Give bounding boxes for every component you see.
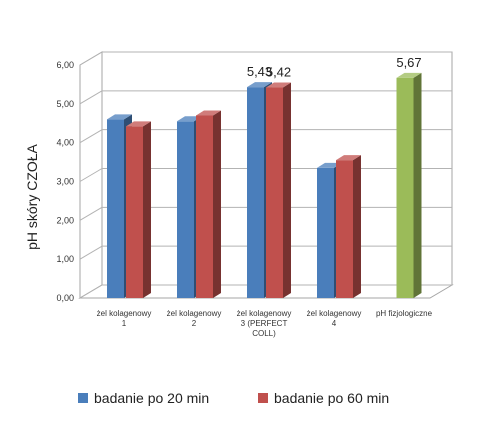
legend-label: badanie po 60 min <box>274 390 389 406</box>
y-tick-label: 4,00 <box>56 138 74 148</box>
category-label-line: 1 <box>122 319 127 328</box>
bar-series2-cat1-side <box>143 121 151 299</box>
category-label: żel kolagenowy 3 (PERFECT COLL) <box>237 309 292 338</box>
bar-series3-cat5-front <box>396 77 414 298</box>
y-axis-title: pH skóry CZOŁA <box>24 143 40 249</box>
category-label-line: pH fizjologiczne <box>376 309 433 318</box>
bar-series1-cat2-front <box>177 121 194 298</box>
gridline-side <box>79 90 103 105</box>
bar-series1-cat1-top <box>107 114 132 120</box>
category-label-line: żel kolagenowy <box>237 309 292 318</box>
bar-series3-cat5 <box>396 72 422 298</box>
bar-series1-cat4-top <box>317 162 342 168</box>
gridline-side <box>79 206 103 221</box>
bar-series2-cat3-front <box>266 87 283 298</box>
bar-series2-cat4-side <box>353 155 361 298</box>
data-label: 5,43 <box>247 64 272 79</box>
category-label: żel kolagenowy 4 <box>307 309 362 328</box>
bar-series1-cat3-front <box>247 87 264 298</box>
category-label: żel kolagenowy 2 <box>167 309 222 328</box>
gridline-side <box>79 284 103 299</box>
bar-series2-cat3-top <box>266 82 291 88</box>
gridline-side <box>79 245 103 260</box>
bar-series2-cat4 <box>336 155 361 298</box>
bar-series3-cat5-side <box>413 72 422 298</box>
y-tick-label: 6,00 <box>56 60 74 70</box>
category-label-line: COLL) <box>252 329 276 338</box>
legend-swatch <box>258 393 268 403</box>
bar-series2-cat3-side <box>283 82 291 298</box>
category-label-line: żel kolagenowy <box>97 309 152 318</box>
bar-series2-cat4-front <box>336 160 353 298</box>
category-label: pH fizjologiczne <box>376 309 433 318</box>
data-label: 5,42 <box>266 65 291 80</box>
gridline-side <box>79 168 103 182</box>
category-label: żel kolagenowy 1 <box>97 309 152 328</box>
bar-series2-cat1-top <box>126 121 151 127</box>
bar-series2-cat3 <box>266 82 291 298</box>
y-tick-label: 5,00 <box>56 99 74 109</box>
category-label-line: 2 <box>192 319 197 328</box>
gridline-side <box>79 129 103 144</box>
bar-series2-cat2 <box>196 110 221 298</box>
category-label-line: żel kolagenowy <box>167 309 222 318</box>
gridline-side <box>79 51 103 66</box>
y-tick-label: 2,00 <box>56 215 74 225</box>
data-label: 5,67 <box>396 55 421 70</box>
category-label-line: 3 (PERFECT <box>241 319 288 328</box>
bars <box>107 72 422 299</box>
legend: badanie po 20 min badanie po 60 min <box>78 390 389 406</box>
bar-series2-cat1 <box>126 121 151 299</box>
bar-series3-cat5-top <box>396 72 422 78</box>
bar-series2-cat2-side <box>213 110 221 298</box>
bar-series1-cat1-front <box>107 119 124 298</box>
bar-series2-cat4-top <box>336 155 361 161</box>
category-label-line: 4 <box>332 319 337 328</box>
data-labels: 5,435,42 5,67 <box>247 55 422 80</box>
bar-series1-cat2-top <box>177 116 202 122</box>
bar-series2-cat2-top <box>196 110 221 116</box>
bar-series2-cat1-front <box>126 126 143 299</box>
y-tick-label: 0,00 <box>56 293 74 303</box>
bar-series1-cat4-front <box>317 167 334 298</box>
legend-swatch <box>78 393 88 403</box>
y-tick-label: 1,00 <box>56 254 74 264</box>
y-axis-ticks: 0,00 1,00 2,00 3,00 4,00 5,00 6,00 <box>56 60 74 303</box>
category-label-line: żel kolagenowy <box>307 309 362 318</box>
y-tick-label: 3,00 <box>56 177 74 187</box>
legend-label: badanie po 20 min <box>94 390 209 406</box>
bar-series2-cat2-front <box>196 115 213 298</box>
bar-series1-cat3-top <box>247 82 272 88</box>
